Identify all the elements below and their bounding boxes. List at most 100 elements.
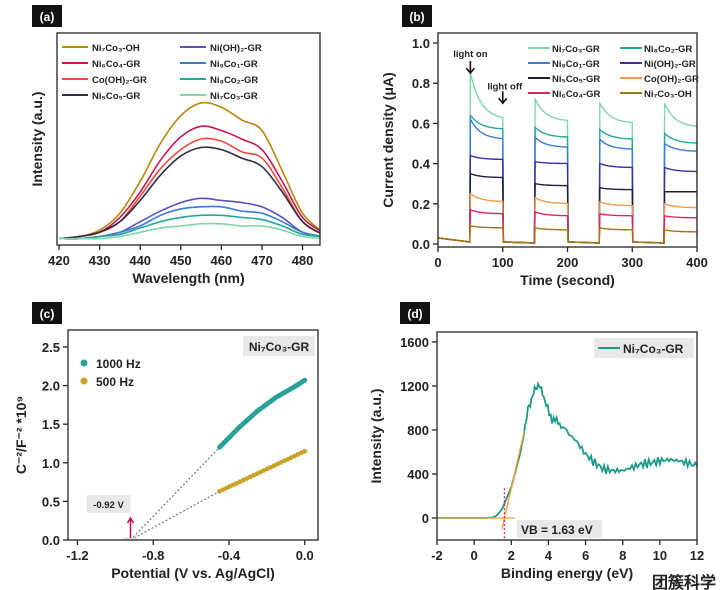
plot-area [438, 73, 697, 244]
x-tick-label: 4 [545, 548, 553, 563]
x-tick-label: 0 [434, 255, 441, 270]
plot-area [58, 101, 320, 240]
panel-label-box [402, 5, 432, 27]
legend-label: Ni₈Co₂-GR [644, 44, 692, 55]
y-tick-label: 0.0 [412, 237, 430, 252]
y-tick-label: 0.4 [412, 157, 431, 172]
legend-label: 500 Hz [96, 375, 134, 389]
plot-area [437, 381, 697, 540]
plot-frame [436, 331, 698, 541]
annotation-box [517, 520, 602, 538]
legend-label: Co(OH)₂-GR [644, 74, 699, 85]
panel-a: (a) 420 430 440 450 460 470 480 Wavelength (nm) I… [29, 5, 321, 286]
y-tick-label: 1200 [400, 379, 429, 394]
intercept-marker [122, 537, 139, 540]
legend-label: Ni₇Co₃-OH [644, 89, 692, 100]
x-tick-label: 440 [129, 253, 151, 268]
annotation-label: -0.92 V [93, 500, 124, 511]
legend-label: Ni₉Co₁-GR [210, 59, 258, 70]
series-line [59, 214, 320, 240]
series-line [59, 205, 320, 240]
x-tick-label: 0.0 [296, 548, 314, 563]
series-line [59, 222, 320, 240]
legend-label: Ni₅Co₅-GR [552, 74, 600, 85]
legend-label: Ni₇Co₃-OH [92, 43, 140, 54]
plot-frame [56, 32, 321, 246]
legend-label: Ni₇Co₃-GR [623, 342, 684, 356]
x-tick-label: 460 [211, 253, 233, 268]
x-tick-label: -2 [431, 548, 443, 563]
x-tick-label: -1.2 [66, 548, 88, 563]
series-line [438, 113, 697, 244]
watermark: 团簇科学 [652, 573, 716, 590]
panel-label-box [400, 302, 430, 324]
arrow-icon [498, 91, 508, 105]
data-point [302, 448, 308, 454]
arrow-icon [126, 516, 135, 538]
legend-label: Ni₈Co₂-GR [210, 75, 258, 86]
panel-d: (d) -2 0 2 4 6 8 10 12 0 400 800 1200 1600 Binding ene… [368, 302, 704, 581]
x-tick-label: -0.4 [218, 548, 241, 563]
chart-title: Ni₇Co₃-GR [249, 340, 310, 354]
legend-label: 1000 Hz [96, 357, 141, 371]
plot-area [122, 377, 308, 540]
series-line [438, 172, 697, 244]
x-tick-label: 8 [619, 548, 626, 563]
x-tick-label: 480 [292, 253, 314, 268]
panel-label: (b) [409, 10, 424, 24]
x-axis-label: Binding energy (eV) [501, 565, 633, 581]
legend-label: Co(OH)₂-GR [92, 75, 147, 86]
x-tick-label: 2 [508, 548, 515, 563]
x-tick-label: 100 [492, 255, 514, 270]
annotation-label: VB = 1.63 eV [521, 523, 593, 537]
x-tick-label: 420 [48, 253, 70, 268]
x-tick-label: 6 [582, 548, 589, 563]
extrapolation-line [130, 490, 220, 540]
panel-c: (c) -1.2 -0.8 -0.4 0.0 0.0 0.5 1.0 1.5 2.0 2.5 Pote… [13, 302, 319, 581]
x-axis-label: Wavelength (nm) [132, 270, 244, 286]
plot-frame [437, 32, 698, 248]
x-tick-label: 12 [690, 548, 704, 563]
y-axis-label: Intensity (a.u.) [368, 389, 384, 484]
arrow-icon [465, 61, 475, 75]
plot-frame [67, 329, 319, 541]
panel-label: (c) [40, 307, 55, 321]
data-point [302, 377, 308, 383]
series-line [438, 154, 697, 244]
y-tick-label: 0.5 [42, 494, 60, 509]
x-tick-label: 10 [653, 548, 667, 563]
y-tick-label: 0 [422, 511, 429, 526]
y-tick-label: 0.6 [412, 116, 430, 131]
y-tick-label: 1600 [400, 335, 429, 350]
annotation-label: light on [453, 49, 487, 60]
panel-label: (a) [40, 10, 55, 24]
extrapolation-line [130, 446, 220, 540]
series-line [437, 381, 697, 519]
legend-label: Ni₇Co₃-GR [552, 44, 600, 55]
y-tick-label: 0.2 [412, 197, 430, 212]
x-axis-label: Time (second) [520, 272, 615, 288]
x-tick-label: 200 [557, 255, 579, 270]
x-tick-label: 470 [251, 253, 273, 268]
series-line [58, 146, 320, 240]
y-tick-label: 1.0 [412, 36, 430, 51]
y-tick-label: 800 [407, 423, 429, 438]
x-tick-label: 0 [471, 548, 478, 563]
annotation-box [86, 495, 131, 513]
y-axis-label: Current density (μA) [380, 72, 396, 207]
series-line [58, 101, 320, 240]
y-tick-label: 1.0 [42, 456, 60, 471]
legend-label: Ni₆Co₄-GR [552, 89, 601, 100]
y-tick-label: 2.0 [42, 379, 60, 394]
legend-label: Ni₇Co₃-GR [210, 91, 258, 102]
legend-label: Ni₉Co₁-GR [552, 59, 600, 70]
legend-marker [80, 377, 88, 385]
y-axis-label: C⁻²/F⁻² *10⁹ [13, 396, 29, 474]
annotation-label: light off [487, 81, 523, 92]
y-tick-label: 1.5 [42, 417, 60, 432]
legend-label: Ni₅Co₅-GR [92, 91, 140, 102]
x-axis-label: Potential (V vs. Ag/AgCl) [111, 565, 275, 581]
legend-label: Ni(OH)₂-GR [210, 43, 262, 54]
x-tick-label: -0.8 [142, 548, 164, 563]
